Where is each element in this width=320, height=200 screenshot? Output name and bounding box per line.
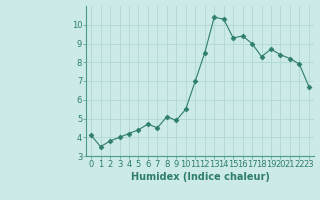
X-axis label: Humidex (Indice chaleur): Humidex (Indice chaleur)	[131, 172, 269, 182]
